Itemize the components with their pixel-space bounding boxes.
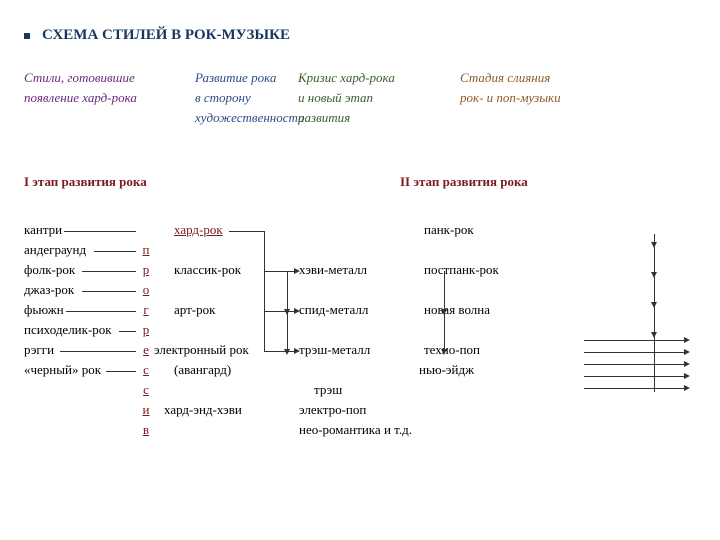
col4-item: нью-эйдж <box>419 362 474 378</box>
vertical-letter: с <box>139 362 153 378</box>
col1-item: андеграунд <box>24 242 86 258</box>
arrow-line <box>106 371 136 372</box>
vertical-letter: о <box>139 282 153 298</box>
vertical-letter: п <box>139 242 153 258</box>
vertical-letter: р <box>139 322 153 338</box>
page-title: СХЕМА СТИЛЕЙ В РОК-МУЗЫКЕ <box>42 27 290 44</box>
arrowhead-right-icon <box>294 308 300 314</box>
col2-item: электронный рок <box>154 342 249 358</box>
diagram-container: кантриандеграундфолк-рокджаз-рокфьюжнпси… <box>24 222 704 502</box>
col1-item: кантри <box>24 222 62 238</box>
arrow-line <box>94 251 136 252</box>
col3-item: спид-металл <box>299 302 368 318</box>
arrowhead-right-icon <box>684 337 690 343</box>
arrowhead-right-icon <box>684 373 690 379</box>
arrow-line <box>82 291 136 292</box>
arrowhead-down-icon <box>651 272 657 278</box>
vertical-letter: р <box>139 262 153 278</box>
column-header-4: Стадия слияния рок- и поп-музыки <box>460 68 561 108</box>
vertical-letter: в <box>139 422 153 438</box>
column-header-1: Стили, готовившие появление хард-рока <box>24 68 137 108</box>
col4-item: новая волна <box>424 302 490 318</box>
col1-item: фьюжн <box>24 302 64 318</box>
col1-item: фолк-рок <box>24 262 75 278</box>
arrowhead-down-icon <box>651 242 657 248</box>
col2-item: (авангард) <box>174 362 231 378</box>
col1-item: «черный» рок <box>24 362 101 378</box>
vertical-letter: и <box>139 402 153 418</box>
arrowhead-right-icon <box>684 385 690 391</box>
arrowhead-right-icon <box>294 268 300 274</box>
col3-item: трэш <box>314 382 342 398</box>
arrowhead-down-icon <box>441 349 447 355</box>
col2-item: арт-рок <box>174 302 215 318</box>
col2-item: хард-энд-хэви <box>164 402 242 418</box>
arrow-line <box>66 311 136 312</box>
col4-item: постпанк-рок <box>424 262 499 278</box>
title-bullet <box>24 33 30 39</box>
arrow-line <box>82 271 136 272</box>
col1-item: рэгги <box>24 342 54 358</box>
vertical-letter: г <box>139 302 153 318</box>
stage-2-label: II этап развития рока <box>400 174 528 190</box>
arrowhead-down-icon <box>284 349 290 355</box>
col2-item: классик-рок <box>174 262 241 278</box>
col4-item: техно-поп <box>424 342 480 358</box>
col4-item: панк-рок <box>424 222 474 238</box>
vertical-letter: е <box>139 342 153 358</box>
vertical-letter: с <box>139 382 153 398</box>
column-header-3: Кризис хард-рока и новый этап развития <box>298 68 395 128</box>
col1-item: джаз-рок <box>24 282 74 298</box>
stage-1-label: I этап развития рока <box>24 174 147 190</box>
arrowhead-down-icon <box>651 302 657 308</box>
col3-item: нео-романтика и т.д. <box>299 422 412 438</box>
arrow-line <box>64 231 136 232</box>
arrowhead-right-icon <box>684 361 690 367</box>
column-header-2: Развитие рока в сторону художественности <box>195 68 304 128</box>
arrowhead-right-icon <box>684 349 690 355</box>
col3-item: электро-поп <box>299 402 366 418</box>
arrowhead-down-icon <box>651 332 657 338</box>
arrow-line <box>119 331 136 332</box>
arrowhead-right-icon <box>294 348 300 354</box>
col3-item: хэви-металл <box>299 262 367 278</box>
col1-item: психоделик-рок <box>24 322 112 338</box>
col3-item: трэш-металл <box>299 342 370 358</box>
arrow-line <box>60 351 136 352</box>
hard-rock-label: хард-рок <box>174 222 223 238</box>
